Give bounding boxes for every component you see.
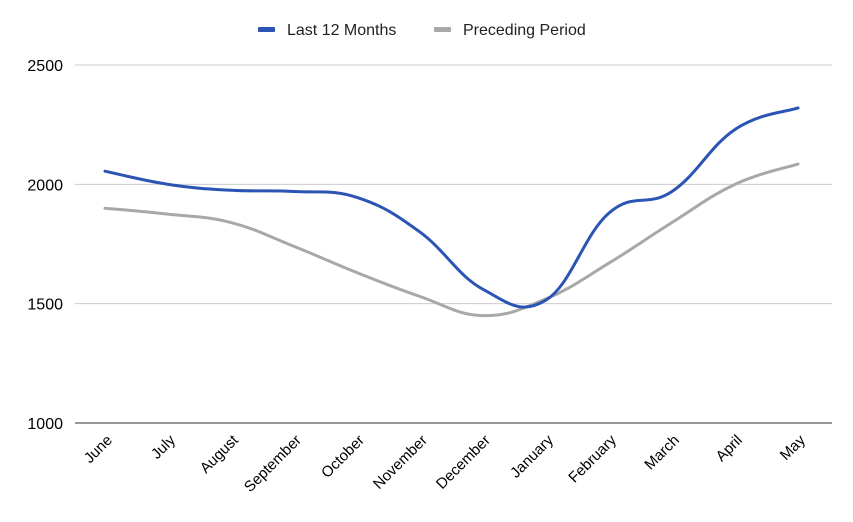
legend: Last 12 Months Preceding Period <box>258 22 586 39</box>
x-tick-label: August <box>197 431 243 477</box>
x-axis-ticks: June July August September October November De… <box>81 431 809 495</box>
x-tick-label: May <box>777 431 809 463</box>
x-tick-label: September <box>241 432 305 496</box>
series-line-1 <box>103 162 800 318</box>
x-tick-label: December <box>433 432 494 493</box>
x-tick-label: February <box>565 431 620 486</box>
y-tick-label: 1000 <box>27 416 63 433</box>
gridlines <box>75 64 832 424</box>
y-tick-label: 1500 <box>27 297 63 314</box>
legend-swatch <box>258 27 275 32</box>
x-tick-label: January <box>507 431 557 481</box>
x-tick-label: June <box>81 432 116 467</box>
x-tick-label: October <box>318 432 368 482</box>
legend-label: Last 12 Months <box>287 22 396 39</box>
x-tick-label: November <box>370 432 431 493</box>
series-line-0 <box>103 106 800 309</box>
legend-swatch <box>434 27 451 32</box>
y-axis-ticks: 1000 1500 2000 2500 <box>27 58 63 433</box>
y-tick-label: 2000 <box>27 177 63 194</box>
x-tick-label: July <box>148 431 179 462</box>
x-tick-label: March <box>641 432 682 473</box>
series-lines <box>103 106 800 318</box>
x-tick-label: April <box>713 432 746 465</box>
y-tick-label: 2500 <box>27 58 63 75</box>
legend-label: Preceding Period <box>463 22 586 39</box>
